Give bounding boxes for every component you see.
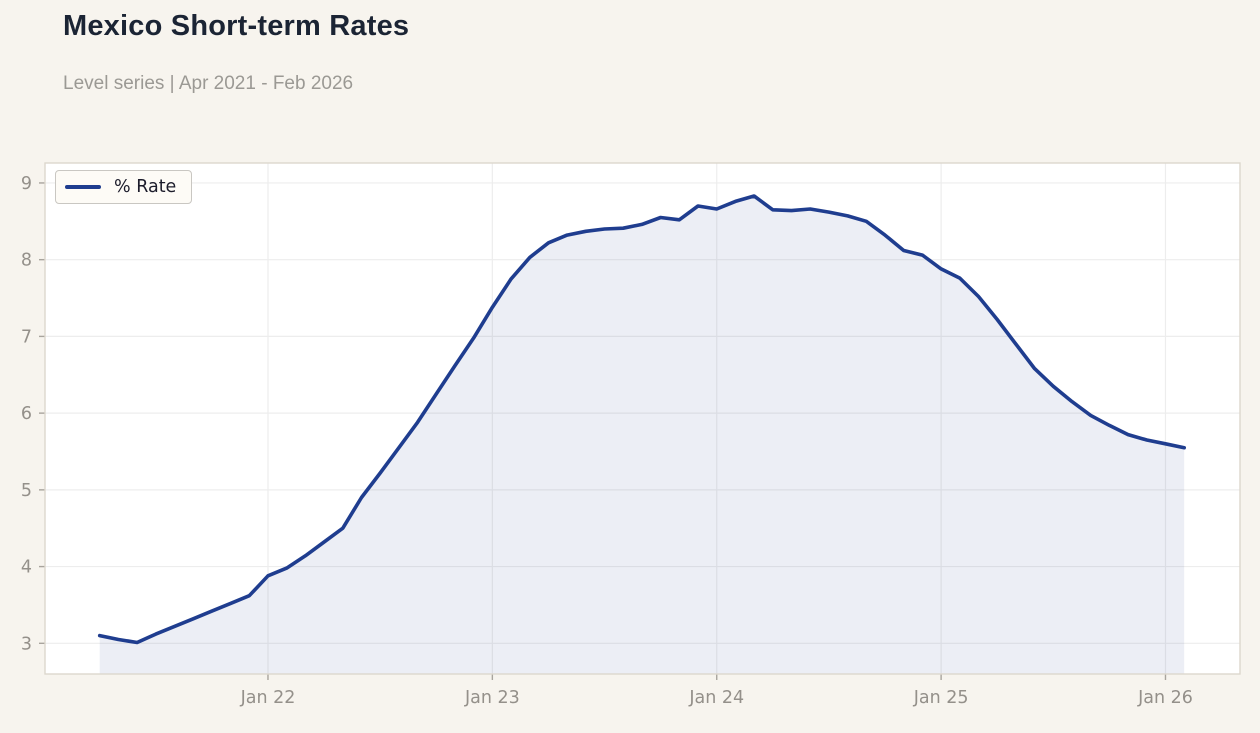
y-tick-label: 9: [21, 174, 32, 194]
x-tick-label: Jan 25: [913, 688, 969, 708]
x-tick-label: Jan 22: [240, 688, 296, 708]
y-tick-label: 5: [21, 481, 32, 501]
page-title: Mexico Short-term Rates: [63, 10, 410, 42]
y-tick-label: 6: [21, 404, 32, 424]
plot-border: [44, 162, 1241, 675]
rate-area-fill: [99, 196, 1185, 674]
y-tick-label: 4: [21, 558, 32, 578]
x-tick-label: Jan 23: [464, 688, 520, 708]
x-tick-label: Jan 26: [1137, 688, 1193, 708]
x-tick-label: Jan 24: [688, 688, 744, 708]
y-tick-label: 3: [21, 634, 32, 654]
rate-line: [97, 194, 1186, 645]
rate-chart: 3 4 5 6 7 8 9 Jan 22 Jan 23 Jan 24 Jan 25 Jan 26 % …: [0, 140, 1260, 728]
chart-legend: % Rate: [55, 170, 193, 204]
legend-series-label: % Rate: [114, 177, 177, 197]
chart-subtitle: Level series | Apr 2021 - Feb 2026: [63, 73, 354, 94]
y-tick-label: 8: [21, 251, 32, 271]
plot-background: [45, 163, 1240, 674]
y-tick-label: 7: [21, 327, 32, 347]
chart-canvas: 3 4 5 6 7 8 9 Jan 22 Jan 23 Jan 24 Jan 25 Jan 26: [21, 162, 1241, 708]
legend-line-swatch: [65, 185, 101, 189]
